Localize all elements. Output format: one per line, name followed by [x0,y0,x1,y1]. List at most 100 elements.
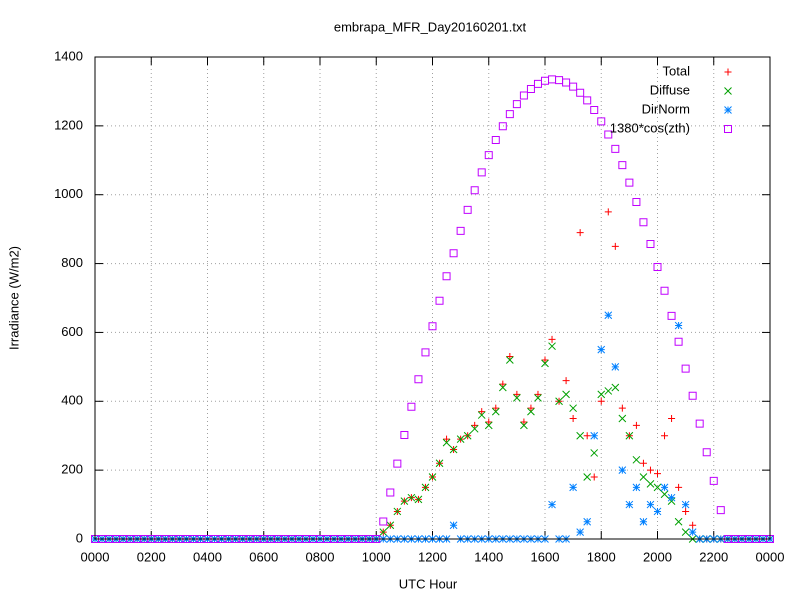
data-point [498,383,507,392]
data-point [478,408,486,416]
data-point [674,337,683,346]
data-point [527,404,535,412]
data-point [604,130,613,139]
data-point [400,431,409,440]
data-point [491,135,500,144]
y-tick-label: 1400 [54,48,83,63]
y-tick-label: 1000 [54,186,83,201]
data-point [485,418,493,426]
data-point [604,387,613,395]
data-point [611,363,620,371]
data-point [681,500,690,509]
data-point [660,483,669,492]
data-point [386,521,395,530]
data-point [562,390,570,399]
data-point [583,517,592,526]
data-point [668,415,676,422]
data-point [639,517,648,526]
data-point [407,493,416,502]
data-point [639,218,648,227]
data-point [477,411,486,419]
data-point [379,517,388,526]
x-tick-label: 0600 [249,549,278,564]
data-point [421,483,430,492]
data-point [667,311,676,320]
data-point [675,483,683,491]
data-point [477,168,486,177]
data-point [646,466,654,474]
data-point [541,76,549,85]
data-point [506,353,514,361]
data-point [681,528,690,536]
data-point [590,431,599,440]
legend-marker [724,68,732,76]
data-point [541,356,549,364]
data-point [681,364,690,373]
data-point [463,431,472,440]
data-point [576,88,585,97]
data-point [393,459,402,468]
data-point [590,106,599,115]
x-tick-label: 1000 [362,549,391,564]
x-tick-label: 1800 [587,549,616,564]
data-point [639,459,647,467]
data-point [400,497,409,505]
legend-label: 1380*cos(zth) [610,120,690,135]
data-point [456,435,465,444]
data-point [470,424,479,433]
data-point [484,421,493,430]
x-tick-label: 0000 [81,549,110,564]
data-point [471,421,479,429]
x-tick-label: 0000 [756,549,785,564]
data-point [695,419,704,428]
data-point [414,495,423,504]
data-point [393,507,402,516]
data-point [625,431,634,440]
y-axis-label: Irradiance (W/m2) [6,246,21,350]
data-point [583,96,592,105]
data-point [442,438,451,447]
data-point [421,348,430,357]
data-point [379,528,388,536]
x-tick-label: 1400 [474,549,503,564]
data-point [534,393,542,402]
data-point [534,390,542,398]
data-point [484,151,493,160]
data-point [583,473,592,481]
data-point [428,322,437,331]
data-point [526,85,535,94]
data-point [625,178,634,187]
data-point [576,431,585,440]
data-point [625,500,634,509]
data-point [562,377,570,385]
data-point [492,404,500,412]
data-point [660,286,669,295]
data-point [569,415,577,422]
legend-marker [724,125,732,133]
data-point [646,500,655,509]
x-tick-label: 0200 [137,549,166,564]
data-point [618,414,627,423]
data-point [442,272,451,281]
data-point [541,359,549,368]
data-point [548,500,556,509]
data-point [548,342,556,351]
data-point [618,466,627,474]
data-point [618,404,626,412]
data-point [520,421,528,430]
data-point [653,483,662,492]
data-point [618,161,627,170]
data-point [689,521,697,529]
data-point [688,391,697,400]
y-tick-label: 200 [61,462,83,477]
data-point [505,110,514,119]
data-point [435,459,444,468]
data-point [597,397,605,405]
data-point [499,380,507,388]
data-point [505,356,514,364]
chart-title: embrapa_MFR_Day20160201.txt [334,19,527,34]
y-tick-label: 1200 [54,117,83,132]
x-tick-label: 1600 [531,549,560,564]
